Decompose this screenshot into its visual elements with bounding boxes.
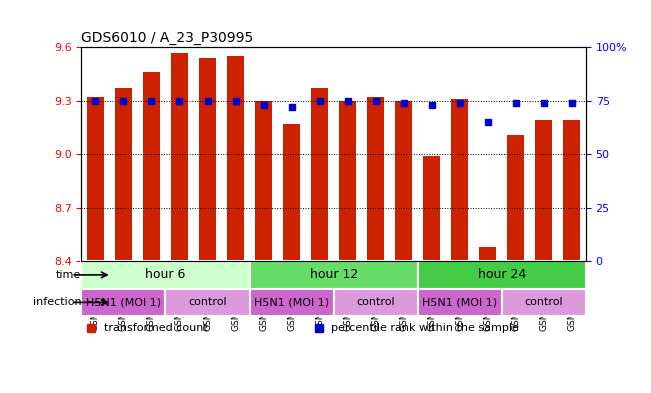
Bar xyxy=(171,53,188,261)
FancyBboxPatch shape xyxy=(502,288,586,316)
Bar xyxy=(564,120,580,261)
Bar xyxy=(227,56,244,261)
Bar xyxy=(535,120,552,261)
Text: H5N1 (MOI 1): H5N1 (MOI 1) xyxy=(422,298,497,307)
Bar xyxy=(283,124,300,261)
Text: hour 24: hour 24 xyxy=(478,268,526,281)
Text: transformed count: transformed count xyxy=(104,323,208,333)
Text: percentile rank within the sample: percentile rank within the sample xyxy=(331,323,519,333)
Text: control: control xyxy=(188,298,227,307)
Bar xyxy=(479,247,496,261)
FancyBboxPatch shape xyxy=(165,288,249,316)
FancyBboxPatch shape xyxy=(249,261,418,288)
Text: H5N1 (MOI 1): H5N1 (MOI 1) xyxy=(86,298,161,307)
Bar xyxy=(507,134,524,261)
Bar xyxy=(395,101,412,261)
Text: control: control xyxy=(525,298,563,307)
Text: hour 12: hour 12 xyxy=(309,268,358,281)
Bar xyxy=(423,156,440,261)
Bar xyxy=(255,101,272,261)
Bar xyxy=(339,101,356,261)
Text: H5N1 (MOI 1): H5N1 (MOI 1) xyxy=(254,298,329,307)
Bar xyxy=(199,58,216,261)
FancyBboxPatch shape xyxy=(81,288,165,316)
Bar xyxy=(115,88,132,261)
Text: hour 6: hour 6 xyxy=(145,268,186,281)
Text: time: time xyxy=(56,270,81,280)
Bar xyxy=(311,88,328,261)
FancyBboxPatch shape xyxy=(81,261,249,288)
Bar xyxy=(451,99,468,261)
Bar xyxy=(87,97,104,261)
FancyBboxPatch shape xyxy=(249,288,333,316)
FancyBboxPatch shape xyxy=(418,261,586,288)
FancyBboxPatch shape xyxy=(333,288,418,316)
Bar xyxy=(143,72,160,261)
FancyBboxPatch shape xyxy=(418,288,502,316)
Text: control: control xyxy=(356,298,395,307)
Bar xyxy=(367,97,384,261)
Text: GDS6010 / A_23_P30995: GDS6010 / A_23_P30995 xyxy=(81,31,254,45)
Text: infection: infection xyxy=(33,298,81,307)
